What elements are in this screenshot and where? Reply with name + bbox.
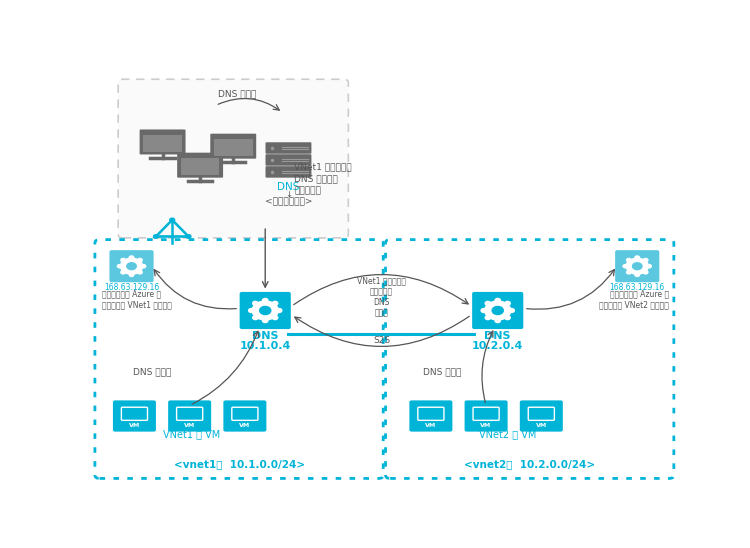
- FancyBboxPatch shape: [520, 401, 562, 432]
- Text: DNS: DNS: [278, 182, 300, 192]
- Text: <オンプレミス>: <オンプレミス>: [265, 197, 312, 206]
- FancyBboxPatch shape: [118, 79, 348, 238]
- Circle shape: [495, 319, 500, 323]
- FancyBboxPatch shape: [140, 129, 185, 155]
- Circle shape: [121, 259, 125, 262]
- Text: DNS: DNS: [252, 331, 278, 341]
- Text: VM: VM: [184, 423, 195, 428]
- FancyBboxPatch shape: [224, 401, 266, 432]
- Circle shape: [129, 273, 134, 276]
- Circle shape: [252, 301, 278, 320]
- FancyBboxPatch shape: [210, 134, 256, 159]
- Text: 168.63.129.16: 168.63.129.16: [610, 283, 664, 292]
- Text: S2S: S2S: [373, 336, 390, 345]
- Circle shape: [484, 301, 511, 320]
- FancyBboxPatch shape: [240, 292, 291, 329]
- FancyBboxPatch shape: [181, 158, 220, 175]
- Circle shape: [481, 309, 487, 312]
- Text: VM: VM: [481, 423, 492, 428]
- Circle shape: [485, 301, 490, 305]
- Circle shape: [626, 271, 631, 274]
- Circle shape: [154, 235, 158, 238]
- Circle shape: [272, 316, 278, 319]
- Circle shape: [138, 259, 142, 262]
- FancyBboxPatch shape: [113, 401, 156, 432]
- Text: 10.2.0.4: 10.2.0.4: [472, 341, 524, 351]
- FancyBboxPatch shape: [143, 135, 182, 152]
- Text: VNet1 の VM: VNet1 の VM: [163, 429, 220, 439]
- Circle shape: [118, 265, 122, 268]
- Text: DNS クエリ: DNS クエリ: [423, 367, 462, 376]
- Circle shape: [635, 256, 640, 259]
- Circle shape: [485, 316, 490, 319]
- Circle shape: [623, 265, 628, 268]
- Text: <vnet1－  10.1.0.0/24>: <vnet1－ 10.1.0.0/24>: [173, 460, 304, 470]
- Circle shape: [495, 299, 500, 302]
- Text: VNet1 または２の
転送された
DNS
クエリ: VNet1 または２の 転送された DNS クエリ: [357, 277, 406, 317]
- FancyBboxPatch shape: [266, 142, 311, 154]
- Circle shape: [121, 258, 142, 274]
- Circle shape: [644, 259, 648, 262]
- Text: DNS クエリ: DNS クエリ: [218, 89, 256, 98]
- Text: 168.63.129.16: 168.63.129.16: [104, 283, 159, 292]
- FancyBboxPatch shape: [615, 250, 659, 282]
- Circle shape: [509, 309, 515, 312]
- Text: DNS クエリ: DNS クエリ: [133, 367, 171, 376]
- Circle shape: [127, 262, 136, 270]
- Circle shape: [138, 271, 142, 274]
- Circle shape: [272, 301, 278, 305]
- Circle shape: [141, 265, 146, 268]
- Text: VM: VM: [239, 423, 250, 428]
- Circle shape: [186, 235, 191, 238]
- Text: VNet1 または２の
DNS クエリが
転送される: VNet1 または２の DNS クエリが 転送される: [294, 163, 352, 196]
- FancyBboxPatch shape: [410, 401, 452, 432]
- FancyBboxPatch shape: [266, 154, 311, 165]
- Circle shape: [277, 309, 282, 312]
- Text: 解決に向けて Azure に
送信された VNet2 のクエリ: 解決に向けて Azure に 送信された VNet2 のクエリ: [599, 289, 669, 310]
- Circle shape: [632, 262, 642, 270]
- Circle shape: [646, 265, 651, 268]
- Text: DNS: DNS: [484, 331, 511, 341]
- Circle shape: [253, 316, 258, 319]
- FancyBboxPatch shape: [472, 292, 524, 329]
- FancyBboxPatch shape: [110, 250, 154, 282]
- Text: VNet2 の VM: VNet2 の VM: [478, 429, 536, 439]
- FancyBboxPatch shape: [464, 401, 508, 432]
- Circle shape: [260, 306, 271, 315]
- Circle shape: [635, 273, 640, 276]
- FancyBboxPatch shape: [168, 401, 211, 432]
- Text: VM: VM: [536, 423, 547, 428]
- FancyBboxPatch shape: [214, 139, 253, 156]
- FancyBboxPatch shape: [177, 153, 223, 178]
- Text: 解決に向けて Azure に
送信された VNet1 のクエリ: 解決に向けて Azure に 送信された VNet1 のクエリ: [103, 289, 172, 310]
- Circle shape: [626, 259, 631, 262]
- Circle shape: [129, 256, 134, 259]
- Text: VM: VM: [425, 423, 436, 428]
- Text: VM: VM: [129, 423, 140, 428]
- Text: 10.1.0.4: 10.1.0.4: [239, 341, 291, 351]
- Text: <vnet2－  10.2.0.0/24>: <vnet2－ 10.2.0.0/24>: [464, 460, 596, 470]
- Circle shape: [492, 306, 503, 315]
- Circle shape: [248, 309, 254, 312]
- Circle shape: [644, 271, 648, 274]
- Circle shape: [626, 258, 648, 274]
- FancyBboxPatch shape: [266, 166, 311, 178]
- Text: ↓: ↓: [285, 190, 292, 199]
- Circle shape: [121, 271, 125, 274]
- Circle shape: [170, 218, 175, 222]
- Circle shape: [253, 301, 258, 305]
- Circle shape: [505, 301, 510, 305]
- Circle shape: [262, 299, 268, 302]
- Circle shape: [505, 316, 510, 319]
- Circle shape: [262, 319, 268, 323]
